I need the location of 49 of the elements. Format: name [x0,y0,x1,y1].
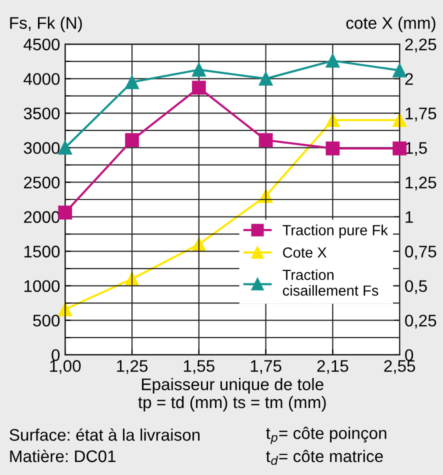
y-tick-label: 500 [33,314,60,327]
y-tick-label: 1500 [24,246,60,258]
y2-tick-label: 1,5 [406,142,427,156]
y-tick-label: 3500 [24,108,60,120]
y-tick-label: 2500 [24,176,60,188]
legend-label: Traction pure Fk [282,224,388,238]
point [326,54,340,68]
y-tick-label: 3000 [24,142,60,154]
x-tick-label: 1,25 [117,360,148,374]
y2-tick-label: 1 [406,211,413,223]
x-tick-label: 2,55 [384,360,416,374]
point [326,141,340,156]
point [125,133,139,148]
point [392,113,407,128]
x-tick-label: 1,75 [250,360,282,374]
y2-tick-label: 0,25 [405,314,436,328]
y-tick-label: 0 [52,349,60,362]
y2-tick-label: 2,25 [405,38,436,52]
y2-tick-label: 0,75 [405,246,436,260]
x-axis-title: Epaisseur unique de tole tp = td (mm) ts = tm (mm) [138,378,326,412]
y2-tick-label: 1,25 [406,176,436,190]
x-tick-label: 1,00 [50,360,81,374]
point [392,141,407,156]
y2-tick-label: 2 [405,73,413,85]
x-tick-label: 2,15 [317,360,348,374]
y2-tick-label: 1,75 [406,108,436,122]
y2-axis-title: cote X (mm) [346,16,436,32]
text: t$_{p}$= côte poinçon [266,426,386,444]
x-tick-label: 1,55 [184,360,214,374]
y2-tick-label: 0 [405,349,414,362]
text: Matière: DC01 [10,450,116,462]
y-tick-label: 1000 [24,280,60,292]
point [125,75,139,90]
point [58,206,72,220]
point [58,302,72,316]
point [392,63,407,78]
y-tick-label: 4000 [24,73,60,85]
y-tick-label: 2000 [24,211,60,223]
y-tick-label: 4500 [24,38,60,50]
legend-label: Cote X [283,247,327,258]
y2-tick-label: 0,5 [405,280,427,294]
point [258,133,273,148]
point [192,80,206,95]
legend-label: Traction cisaillement Fs [282,269,378,296]
point [192,62,206,77]
y-axis-title: Fs, Fk (N) [10,16,82,32]
text: t$_{d}$= côte matrice [266,450,383,465]
text: Surface: état à la livraison [10,428,200,441]
point [258,72,273,86]
